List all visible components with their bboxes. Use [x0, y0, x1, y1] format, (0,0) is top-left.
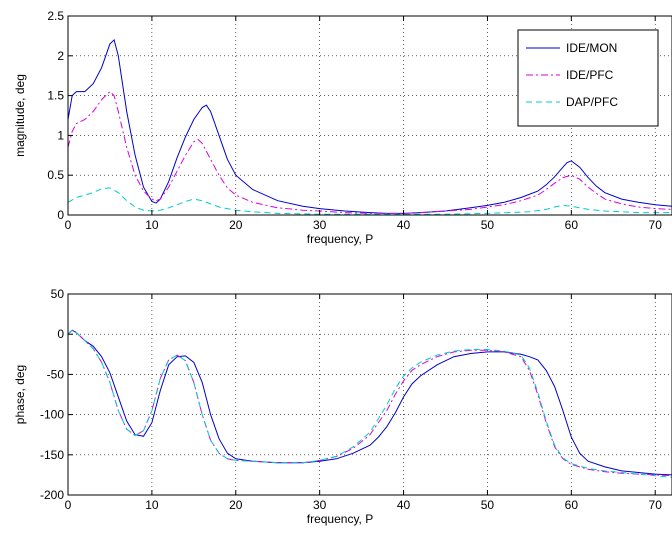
- y-tick-label: 1.5: [47, 89, 64, 103]
- y-tick-label: 2: [57, 49, 64, 63]
- x-tick-label: 60: [565, 218, 579, 232]
- series-group: [68, 329, 672, 478]
- axes-frame: [67, 15, 672, 216]
- legend: IDE/MON IDE/PFC DAP/PFC: [517, 29, 659, 127]
- x-tick-label: 0: [65, 218, 72, 232]
- y-tick-label: -100: [40, 408, 64, 422]
- x-tick-label: 30: [313, 218, 327, 232]
- x-tick-label: 30: [313, 498, 327, 512]
- x-tick-label: 70: [649, 218, 663, 232]
- x-tick-label: 40: [397, 498, 411, 512]
- x-tick-label: 70: [649, 498, 663, 512]
- x-tick-label: 50: [481, 498, 495, 512]
- series-line-1: [68, 38, 672, 214]
- y-tick-label: 2.5: [47, 9, 64, 23]
- y-axis-label: magnitude, deg: [13, 74, 27, 157]
- legend-label-2: IDE/PFC: [566, 68, 614, 82]
- x-tick-label: 10: [145, 498, 159, 512]
- series-line-3: [68, 329, 672, 478]
- y-tick-label: 0.5: [47, 168, 64, 182]
- x-tick-label: 50: [481, 218, 495, 232]
- x-tick-label: 10: [145, 218, 159, 232]
- chart-1: 0 10 20 30 40 50 60 70 0 0.5 1 1.5 2 2.5 frequency, P m…: [13, 9, 672, 246]
- axes-frame: [67, 293, 672, 496]
- x-axis-label: frequency, P: [307, 512, 373, 526]
- series-line-1: [68, 329, 672, 476]
- y-tick-label: 0: [57, 208, 64, 222]
- y-axis-label: phase, deg: [13, 365, 27, 424]
- x-tick-label: 20: [229, 218, 243, 232]
- chart-2: 0 10 20 30 40 50 60 70 -200 -150 -100 -50 0 50 frequen…: [13, 287, 672, 526]
- series-line-2: [68, 90, 672, 214]
- y-tick-label: 1: [57, 128, 64, 142]
- x-tick-label: 60: [565, 498, 579, 512]
- legend-label-3: DAP/PFC: [566, 95, 618, 109]
- x-tick-label: 0: [65, 498, 72, 512]
- plot-area: [68, 294, 672, 495]
- y-tick-label: -50: [47, 367, 65, 381]
- y-tick-label: 0: [57, 327, 64, 341]
- x-tick-label: 20: [229, 498, 243, 512]
- y-tick-label: 50: [51, 287, 65, 301]
- y-tick-label: -150: [40, 448, 64, 462]
- y-tick-label: -200: [40, 488, 64, 502]
- legend-label-1: IDE/MON: [566, 41, 617, 55]
- x-axis-label: frequency, P: [307, 232, 373, 246]
- legend-box: [517, 29, 659, 127]
- x-tick-label: 40: [397, 218, 411, 232]
